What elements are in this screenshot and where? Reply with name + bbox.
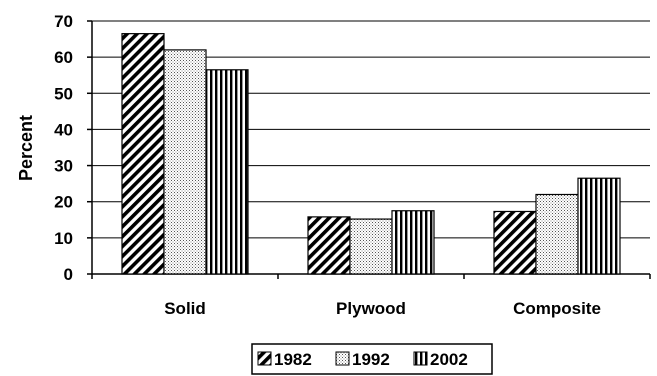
y-tick-label: 30	[54, 157, 73, 176]
category-labels: Solid Plywood Composite	[164, 299, 601, 318]
y-tick-label: 40	[54, 120, 73, 139]
x-tick-label: Solid	[164, 299, 206, 318]
legend-label: 1982	[274, 350, 312, 369]
bar-1992-plywood	[349, 218, 393, 275]
legend: 1982 1992 2002	[251, 343, 493, 375]
legend-label: 1992	[352, 350, 390, 369]
y-axis-title: Percent	[16, 115, 36, 181]
bar-1992-composite	[535, 193, 579, 275]
bar-1982-plywood	[307, 216, 351, 275]
bars	[121, 33, 621, 275]
legend-swatch	[413, 351, 428, 366]
bar-2002-solid	[205, 69, 249, 275]
y-axis: 0 10 20 30 40 50 60 70	[54, 12, 93, 284]
legend-box	[251, 343, 493, 375]
y-tick-label: 20	[54, 193, 73, 212]
legend-label: 2002	[430, 350, 468, 369]
y-tick-label: 10	[54, 229, 73, 248]
bar-1992-solid	[163, 49, 207, 275]
y-tick-label: 0	[64, 265, 73, 284]
x-tick-label: Plywood	[336, 299, 406, 318]
bar-2002-plywood	[391, 210, 435, 275]
legend-swatch	[257, 351, 272, 366]
x-tick-label: Composite	[513, 299, 601, 318]
y-tick-label: 60	[54, 48, 73, 67]
bar-1982-solid	[121, 33, 165, 275]
bar-1982-composite	[493, 210, 537, 275]
legend-swatch	[335, 351, 350, 366]
x-axis	[91, 273, 651, 279]
y-tick-label: 50	[54, 84, 73, 103]
y-tick-label: 70	[54, 12, 73, 31]
bar-2002-composite	[577, 177, 621, 275]
